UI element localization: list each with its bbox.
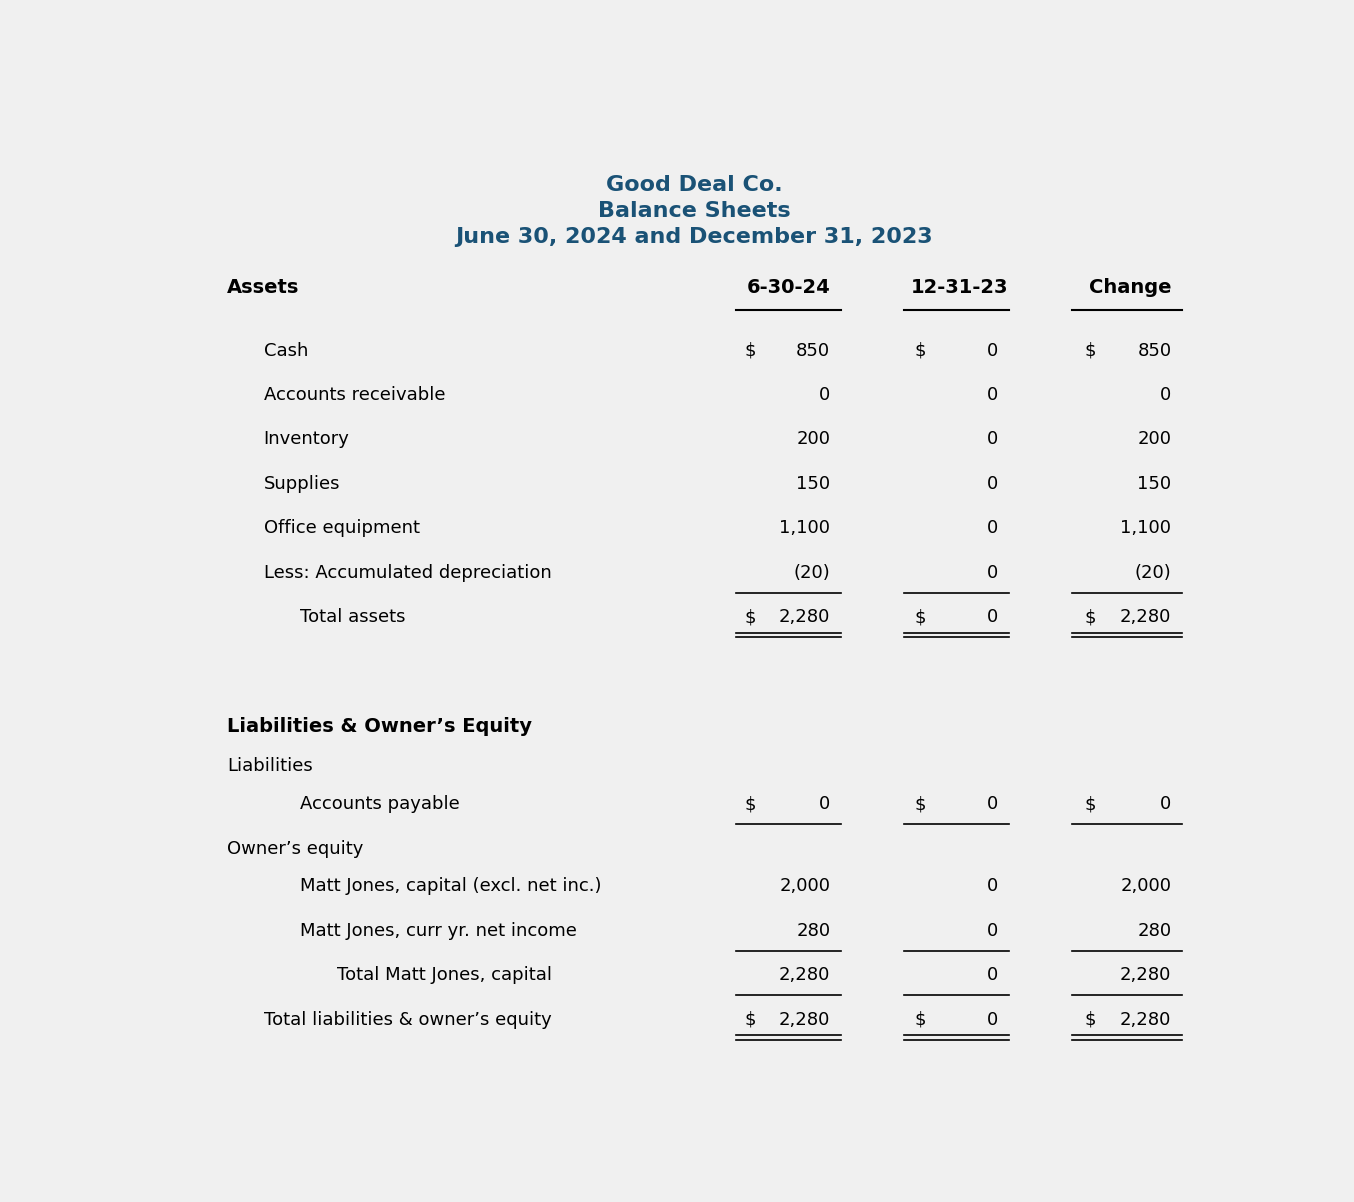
Text: Matt Jones, capital (excl. net inc.): Matt Jones, capital (excl. net inc.) — [301, 877, 603, 895]
Text: $: $ — [745, 341, 756, 359]
Text: 1,100: 1,100 — [1120, 519, 1171, 537]
Text: 2,280: 2,280 — [1120, 966, 1171, 984]
Text: Change: Change — [1089, 278, 1171, 297]
Text: $: $ — [745, 796, 756, 813]
Text: Office equipment: Office equipment — [264, 519, 420, 537]
Text: 0: 0 — [1160, 796, 1171, 813]
Text: 2,000: 2,000 — [1120, 877, 1171, 895]
Text: 6-30-24: 6-30-24 — [746, 278, 830, 297]
Text: $: $ — [1085, 608, 1095, 626]
Text: 2,280: 2,280 — [779, 966, 830, 984]
Text: $: $ — [1085, 341, 1095, 359]
Text: $: $ — [1085, 1011, 1095, 1029]
Text: 0: 0 — [987, 966, 998, 984]
Text: Good Deal Co.: Good Deal Co. — [605, 175, 783, 195]
Text: Liabilities: Liabilities — [227, 757, 313, 775]
Text: 0: 0 — [987, 922, 998, 940]
Text: Assets: Assets — [227, 278, 299, 297]
Text: 0: 0 — [819, 796, 830, 813]
Text: 0: 0 — [987, 475, 998, 493]
Text: Cash: Cash — [264, 341, 309, 359]
Text: 0: 0 — [987, 386, 998, 404]
Text: $: $ — [745, 1011, 756, 1029]
Text: 0: 0 — [819, 386, 830, 404]
Text: 150: 150 — [796, 475, 830, 493]
Text: 0: 0 — [987, 341, 998, 359]
Text: 200: 200 — [1137, 430, 1171, 448]
Text: 0: 0 — [987, 608, 998, 626]
Text: Matt Jones, curr yr. net income: Matt Jones, curr yr. net income — [301, 922, 577, 940]
Text: 0: 0 — [987, 796, 998, 813]
Text: 150: 150 — [1137, 475, 1171, 493]
Text: 280: 280 — [1137, 922, 1171, 940]
Text: Liabilities & Owner’s Equity: Liabilities & Owner’s Equity — [227, 716, 532, 736]
Text: 0: 0 — [987, 1011, 998, 1029]
Text: 2,280: 2,280 — [1120, 608, 1171, 626]
Text: 0: 0 — [987, 430, 998, 448]
Text: $: $ — [1085, 796, 1095, 813]
Text: 850: 850 — [796, 341, 830, 359]
Text: 0: 0 — [987, 519, 998, 537]
Text: Less: Accumulated depreciation: Less: Accumulated depreciation — [264, 564, 551, 582]
Text: $: $ — [914, 608, 926, 626]
Text: Total liabilities & owner’s equity: Total liabilities & owner’s equity — [264, 1011, 551, 1029]
Text: 200: 200 — [796, 430, 830, 448]
Text: Total assets: Total assets — [301, 608, 406, 626]
Text: (20): (20) — [1135, 564, 1171, 582]
Text: $: $ — [914, 341, 926, 359]
Text: June 30, 2024 and December 31, 2023: June 30, 2024 and December 31, 2023 — [455, 227, 933, 246]
Text: Inventory: Inventory — [264, 430, 349, 448]
Text: Accounts receivable: Accounts receivable — [264, 386, 445, 404]
Text: 0: 0 — [987, 877, 998, 895]
Text: $: $ — [914, 1011, 926, 1029]
Text: 2,280: 2,280 — [1120, 1011, 1171, 1029]
Text: (20): (20) — [793, 564, 830, 582]
Text: $: $ — [914, 796, 926, 813]
Text: 0: 0 — [987, 564, 998, 582]
Text: 2,000: 2,000 — [780, 877, 830, 895]
Text: Accounts payable: Accounts payable — [301, 796, 460, 813]
Text: 12-31-23: 12-31-23 — [911, 278, 1009, 297]
Text: 2,280: 2,280 — [779, 1011, 830, 1029]
Text: $: $ — [745, 608, 756, 626]
Text: 0: 0 — [1160, 386, 1171, 404]
Text: Balance Sheets: Balance Sheets — [597, 201, 791, 221]
Text: 2,280: 2,280 — [779, 608, 830, 626]
Text: 850: 850 — [1137, 341, 1171, 359]
Text: Supplies: Supplies — [264, 475, 340, 493]
Text: Total Matt Jones, capital: Total Matt Jones, capital — [337, 966, 552, 984]
Text: 1,100: 1,100 — [780, 519, 830, 537]
Text: 280: 280 — [796, 922, 830, 940]
Text: Owner’s equity: Owner’s equity — [227, 839, 363, 857]
